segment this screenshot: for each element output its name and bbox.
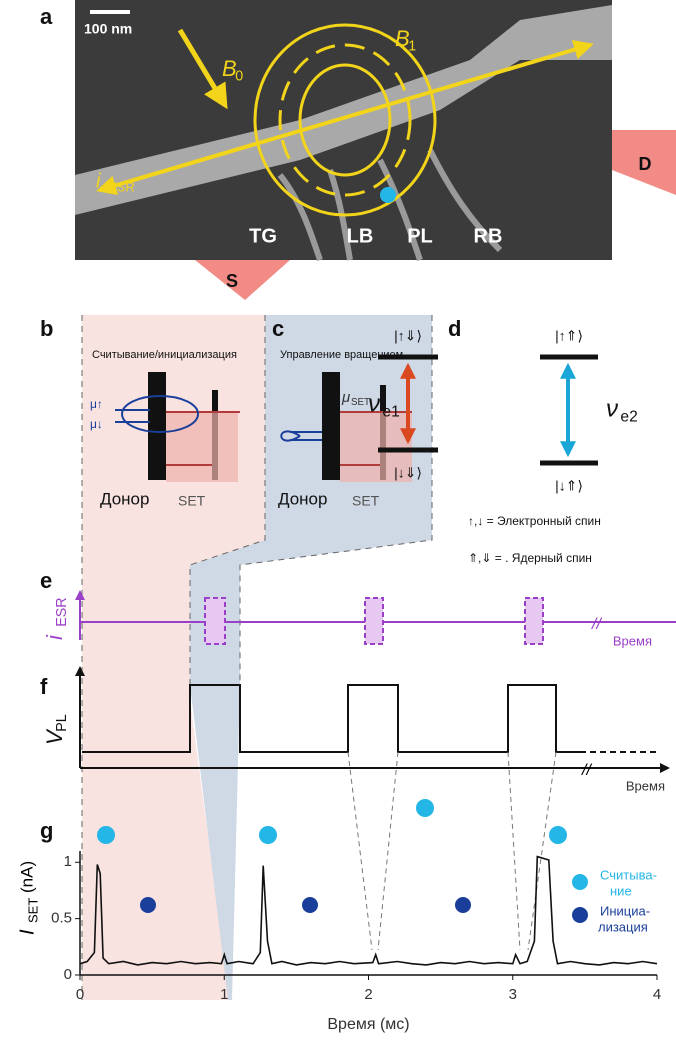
y-axis-label: I [16,929,38,935]
source-label: S [226,271,238,291]
panel-label: c [272,316,284,341]
spin-note: ↑,↓ = Электронный спин [468,514,601,528]
legend-text: лизация [598,919,648,934]
state-label: |↑⇑⟩ [555,328,583,344]
body: { "panels": {"a": "a", "b": "b", "c": "c… [0,0,676,1041]
iesr-axis-label-sub: ESR [54,597,70,626]
vpl-axis-label-sub: PL [54,714,70,732]
panel-label: a [40,4,53,29]
panel-label: b [40,316,53,341]
x-tick-label: 3 [509,986,517,1003]
legend-text: Инициа- [600,903,650,918]
source-pad [195,260,290,300]
x-tick-label: 2 [364,986,372,1003]
state-label: |↓⇓⟩ [394,465,422,481]
set-label: SET [352,493,380,509]
y-tick-label: 0.5 [51,910,72,927]
mu-label: μ↑ [90,397,103,411]
axis-break: // [581,762,592,779]
page: Figure body { margin: 0; background: #ff… [0,0,676,1041]
time-label: Время [613,633,652,648]
donor-label: Донор [100,489,149,508]
panel-label: f [40,674,48,699]
x-tick-label: 1 [220,986,228,1003]
state-label: |↑⇓⟩ [394,328,422,344]
donor [380,187,396,203]
panel-label: g [40,818,53,843]
donor-barrier [322,372,340,480]
x-tick-label: 0 [76,986,84,1003]
y-tick-label: 0 [64,966,72,983]
mu-set-label: μ [341,389,350,406]
gate-label: LB [347,225,374,247]
axis-break: // [591,616,602,633]
set-states [166,412,238,482]
spin-note: ⇑,⇓ = . Ядерный спин [468,551,592,565]
state-label: |↓⇑⟩ [555,478,583,494]
projections [348,752,556,950]
legend-text: Считыва- [600,867,657,882]
panel-label: d [448,316,461,341]
y-tick-label: 1 [64,853,72,870]
panel-label: e [40,568,52,593]
time-label: Время [626,778,665,793]
x-tick-label: 4 [653,986,661,1003]
nu1-label: ν [368,390,380,417]
y-axis-label-unit: (nA) [17,861,36,893]
iesr-axis-label: i [42,634,67,640]
b1-label-sub: 1 [408,38,416,54]
iesr-label-sub: ESR [108,179,135,194]
gate-label: TG [249,225,277,247]
iesr-label: i [96,170,101,192]
donor-barrier [148,372,166,480]
nu2-label: ν [606,395,618,422]
y-axis-label-sub: SET [25,898,40,923]
legend-text: ние [610,883,632,898]
nu2-label-sub: e2 [620,408,637,425]
panel-title: Считывание/инициализация [92,349,237,361]
gate-label: RB [474,225,503,247]
gate-label: PL [407,225,433,247]
mu-label: μ↓ [90,417,103,431]
figure: // // 0 1 2 3 4 0 0.5 1 Время (мс) I SET (nA) a b c d e… [0,0,676,1041]
panel-title: Управление вращением [280,349,403,361]
nu1-label-sub: e1 [382,403,399,420]
x-axis-label: Время (мс) [327,1016,409,1033]
drain-label: D [639,154,652,174]
b0-label-sub: 0 [235,68,243,84]
donor-label: Донор [278,489,327,508]
scale-bar [90,10,130,14]
scale-label: 100 nm [84,21,132,37]
set-label: SET [178,493,206,509]
